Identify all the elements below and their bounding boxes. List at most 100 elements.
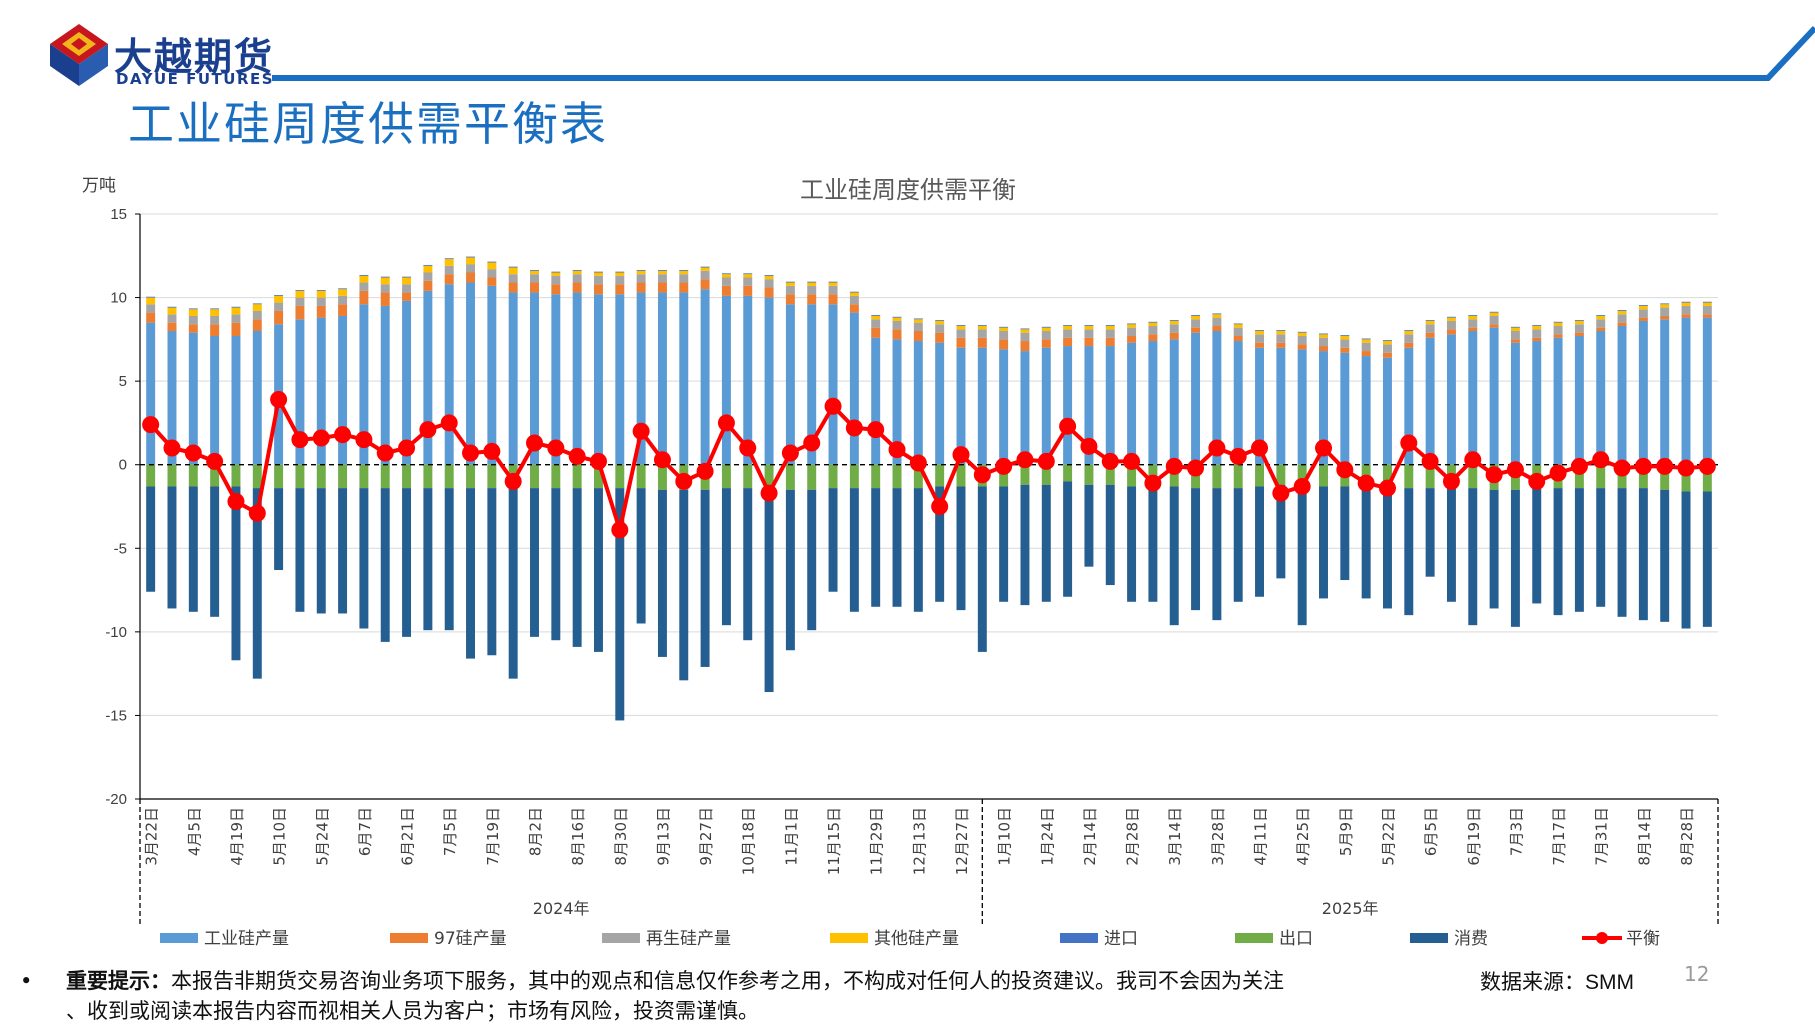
- bar-segment: [1297, 331, 1307, 333]
- bar-segment: [1255, 331, 1265, 335]
- bar-segment: [466, 464, 476, 489]
- bar-segment: [700, 289, 710, 465]
- logo-chinese-name: 大越期货: [114, 35, 275, 79]
- bar-segment: [999, 339, 1009, 350]
- bar-segment: [231, 314, 241, 323]
- x-tick-label: 6月7日: [356, 807, 374, 856]
- bar-segment: [167, 331, 177, 465]
- bar-segment: [188, 486, 198, 612]
- x-tick-label: 3月22日: [143, 807, 161, 866]
- bar-segment: [871, 327, 881, 338]
- y-tick-label: -10: [105, 624, 127, 641]
- page-title: 工业硅周度供需平衡表: [128, 97, 608, 151]
- bar-segment: [1638, 464, 1648, 489]
- bar-segment: [295, 290, 305, 298]
- bar-segment: [1063, 346, 1073, 465]
- bar-segment: [1638, 320, 1648, 465]
- balance-point: [248, 504, 266, 522]
- bar-segment: [764, 488, 774, 693]
- y-tick-label: 0: [119, 457, 127, 474]
- bar-segment: [1532, 325, 1542, 330]
- bar-segment: [1468, 315, 1478, 320]
- bar-segment: [1617, 314, 1627, 323]
- bar-segment: [167, 314, 177, 323]
- bar-segment: [1510, 342, 1520, 465]
- bar-segment: [1041, 327, 1051, 331]
- bar-segment: [1681, 317, 1691, 465]
- bar-segment: [1596, 315, 1606, 320]
- x-tick-label: 7月17日: [1550, 807, 1568, 866]
- x-tick-label: 2月14日: [1081, 807, 1099, 866]
- bar-segment: [743, 274, 753, 278]
- bar-segment: [1468, 327, 1478, 331]
- bar-segment: [508, 266, 518, 268]
- bar-segment: [1681, 314, 1691, 318]
- balance-point: [781, 444, 799, 462]
- bar-segment: [210, 309, 220, 316]
- balance-point: [227, 492, 245, 510]
- bar-segment: [1169, 320, 1179, 325]
- balance-point: [1229, 447, 1247, 465]
- bar-segment: [1446, 320, 1456, 330]
- bar-segment: [487, 262, 497, 270]
- bar-segment: [338, 288, 348, 290]
- bar-segment: [743, 277, 753, 286]
- bar-segment: [1233, 341, 1243, 465]
- bar-segment: [572, 282, 582, 293]
- legend-swatch: [1410, 933, 1448, 943]
- bar-segment: [700, 270, 710, 280]
- x-tick-label: 5月9日: [1337, 807, 1355, 856]
- bar-segment: [1212, 331, 1222, 465]
- bar-segment: [956, 464, 966, 487]
- balance-point: [1336, 461, 1354, 479]
- bar-segment: [146, 464, 156, 487]
- bar-segment: [1660, 489, 1670, 622]
- legend-label: 工业硅产量: [204, 929, 289, 949]
- bar-segment: [1404, 464, 1414, 489]
- bar-segment: [1681, 302, 1691, 306]
- x-tick-label: 5月10日: [271, 807, 289, 866]
- bar-segment: [1340, 347, 1350, 353]
- bar-segment: [1340, 336, 1350, 340]
- bar-segment: [1660, 315, 1670, 320]
- balance-point: [1080, 437, 1098, 455]
- balance-point: [462, 444, 480, 462]
- bar-segment: [1063, 325, 1073, 330]
- balance-point: [334, 426, 352, 444]
- bar-segment: [1638, 305, 1648, 310]
- bar-segment: [380, 292, 390, 306]
- bar-segment: [1169, 320, 1179, 321]
- bar-segment: [274, 488, 284, 571]
- bar-segment: [551, 272, 561, 276]
- bar-segment: [721, 285, 731, 296]
- bar-segment: [764, 275, 774, 280]
- bar-segment: [1404, 347, 1414, 465]
- bar-segment: [721, 488, 731, 626]
- bar-segment: [380, 305, 390, 465]
- balance-point: [355, 431, 373, 449]
- notice-label: 重要提示：: [66, 968, 171, 993]
- balance-point: [739, 439, 757, 457]
- x-tick-label: 1月10日: [996, 807, 1014, 866]
- bar-segment: [828, 464, 838, 489]
- bar-segment: [1127, 342, 1137, 465]
- bar-segment: [785, 489, 795, 651]
- bar-segment: [1212, 325, 1222, 331]
- bar-segment: [1191, 327, 1201, 333]
- balance-point: [1656, 457, 1674, 475]
- bar-segment: [359, 290, 369, 305]
- bar-segment: [551, 294, 561, 465]
- bar-segment: [380, 276, 390, 278]
- bar-segment: [913, 331, 923, 342]
- bar-segment: [935, 324, 945, 333]
- bar-segment: [188, 464, 198, 487]
- bar-segment: [977, 325, 987, 326]
- bar-segment: [444, 259, 454, 266]
- bar-segment: [977, 325, 987, 330]
- bar-segment: [1425, 320, 1435, 325]
- bar-segment: [487, 285, 497, 465]
- bar-segment: [849, 292, 859, 296]
- bar-segment: [146, 322, 156, 465]
- bar-segment: [1681, 301, 1691, 303]
- bar-segment: [487, 261, 497, 263]
